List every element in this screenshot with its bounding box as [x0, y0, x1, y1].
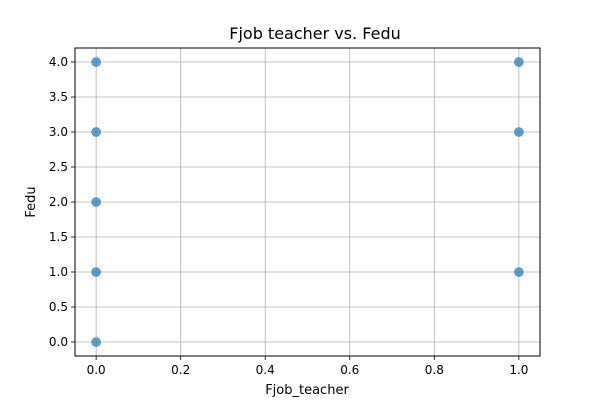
y-tick-label: 1.0: [49, 265, 68, 279]
y-tick-label: 4.0: [49, 55, 68, 69]
y-tick-label: 3.5: [49, 90, 68, 104]
data-point: [91, 337, 101, 347]
y-tick-label: 1.5: [49, 230, 68, 244]
x-tick-label: 0.4: [256, 363, 275, 377]
x-axis-ticks: 0.0 0.2 0.4 0.6 0.8 1.0: [87, 356, 528, 377]
y-axis-ticks: 0.0 0.5 1.0 1.5 2.0 2.5 3.0 3.5 4.0: [49, 55, 75, 349]
y-tick-label: 2.5: [49, 160, 68, 174]
y-tick-label: 0.0: [49, 335, 68, 349]
y-axis-label: Fedu: [24, 186, 39, 217]
y-tick-label: 2.0: [49, 195, 68, 209]
grid-lines: [75, 48, 540, 356]
data-point: [91, 267, 101, 277]
data-point: [91, 197, 101, 207]
data-point: [514, 127, 524, 137]
data-point: [514, 57, 524, 67]
x-tick-label: 0.0: [87, 363, 106, 377]
x-tick-label: 0.6: [340, 363, 359, 377]
y-tick-label: 0.5: [49, 300, 68, 314]
data-points: [91, 57, 524, 347]
chart-title: Fjob teacher vs. Fedu: [229, 24, 401, 43]
x-tick-label: 0.8: [425, 363, 444, 377]
data-point: [91, 127, 101, 137]
data-point: [514, 267, 524, 277]
x-axis-label: Fjob_teacher: [265, 383, 349, 398]
x-tick-label: 1.0: [509, 363, 528, 377]
y-tick-label: 3.0: [49, 125, 68, 139]
data-point: [91, 57, 101, 67]
x-tick-label: 0.2: [171, 363, 190, 377]
